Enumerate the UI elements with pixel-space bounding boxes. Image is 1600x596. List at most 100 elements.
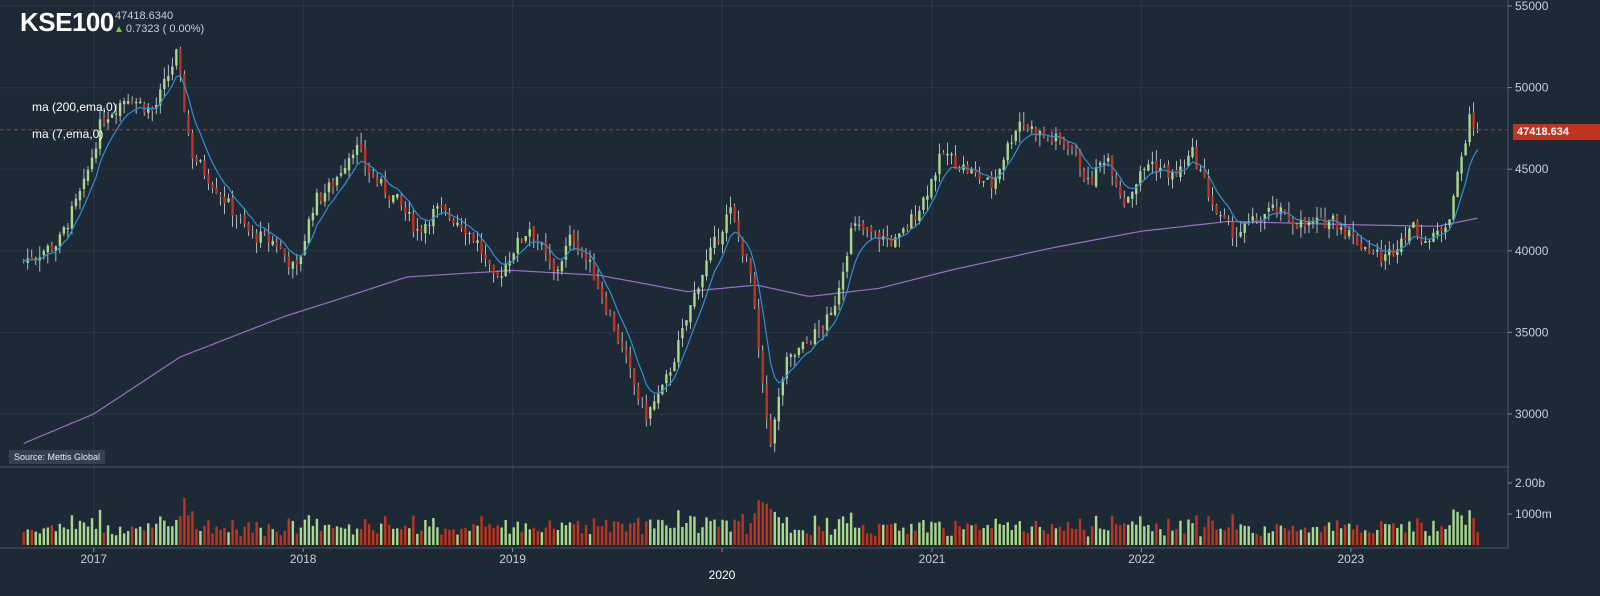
volume-bar [1042,530,1046,545]
candle-body [1050,137,1054,142]
candle-body [1155,160,1158,171]
candle-body [869,226,873,232]
candle-body [970,169,973,174]
volume-bar [1363,530,1367,545]
x-tick-label: 2018 [290,552,317,566]
candle-body [757,307,760,349]
volume-bar [464,527,467,545]
volume-bar [693,516,696,545]
candle-body [548,254,552,263]
volume-bar [1251,532,1254,545]
volume-bar [781,523,785,545]
volume-bar [400,529,403,545]
candle-body [713,236,716,248]
volume-bar [749,522,752,545]
ma7-label[interactable]: ma (7,ema,0) [32,127,104,141]
candle-body [271,240,274,245]
volume-bar [151,527,154,545]
candle-body [773,419,776,444]
volume-bar [584,524,588,545]
volume-bar [1355,524,1359,545]
candle-body [813,329,817,345]
grid-lines [0,0,1508,545]
volume-bar [1376,530,1379,545]
volume-bar [1404,532,1407,545]
volume-bar [147,523,150,545]
candle-body [1018,121,1021,132]
candle-body [540,243,544,245]
candle-body [918,210,921,222]
candle-body [681,328,684,339]
volume-bar [299,527,303,545]
volume-bar [1331,530,1335,545]
candle-body [400,195,403,206]
candle-body [1368,248,1371,254]
candle-body [1034,127,1038,137]
candle-body [1030,126,1034,129]
candle-body [90,157,94,170]
volume-bar [596,526,600,545]
volume-bar [1408,521,1411,545]
candle-body [1054,133,1058,142]
volume-bar [1131,521,1134,545]
volume-bar [946,535,949,545]
volume-bar [175,519,178,545]
candle-body [396,193,399,198]
volume-bar [793,529,797,545]
candle-body [765,385,768,419]
candle-body [118,102,122,116]
candle-body [267,234,270,243]
candle-body [616,328,620,343]
volume-bar [853,527,857,545]
volume-bar [906,533,909,545]
candle-body [1331,215,1335,222]
candle-body [600,287,604,299]
volume-bar [22,532,25,545]
volume-bar [861,524,865,545]
candle-body [1086,177,1090,179]
volume-bar [709,521,712,545]
candle-body [576,240,580,251]
candle-body [203,160,206,176]
candle-body [1263,213,1266,219]
volume-bar [1428,535,1431,545]
candle-body [46,245,50,253]
candle-body [1082,171,1086,180]
volume-bar [1062,530,1066,545]
y-tick-label: 30000 [1515,407,1549,421]
candle-body [94,148,98,159]
volume-bar [303,519,307,545]
candle-body [556,269,560,272]
candle-body [974,169,977,173]
candle-body [231,197,234,216]
volume-bar [1440,526,1443,545]
candle-body [1424,241,1427,243]
volume-bar [1339,528,1343,545]
volume-bar [645,521,648,545]
candle-body [930,179,933,198]
candle-body [1143,169,1146,171]
candle-body [745,254,748,257]
candle-body [1384,254,1387,261]
candle-body [1283,209,1287,212]
candle-body [797,347,801,355]
volume-bar [1195,515,1198,545]
ma200-label[interactable]: ma (200,ema,0) [32,100,117,114]
candle-body [608,312,612,314]
candle-body [1123,197,1126,205]
candle-body [106,119,110,123]
candle-body [1191,147,1194,158]
x-tick-label: 2023 [1338,552,1365,566]
volume-bar [641,534,644,545]
candle-body [367,164,371,174]
candle-body [1376,249,1379,252]
candle-body [1147,164,1150,171]
volume-bar [1034,520,1038,545]
volume-bar [1432,520,1435,545]
candle-body [1207,177,1210,198]
candle-body [588,259,592,262]
source-label: Source: Mettis Global [9,450,106,464]
candle-body [452,220,455,224]
candle-body [347,158,351,171]
